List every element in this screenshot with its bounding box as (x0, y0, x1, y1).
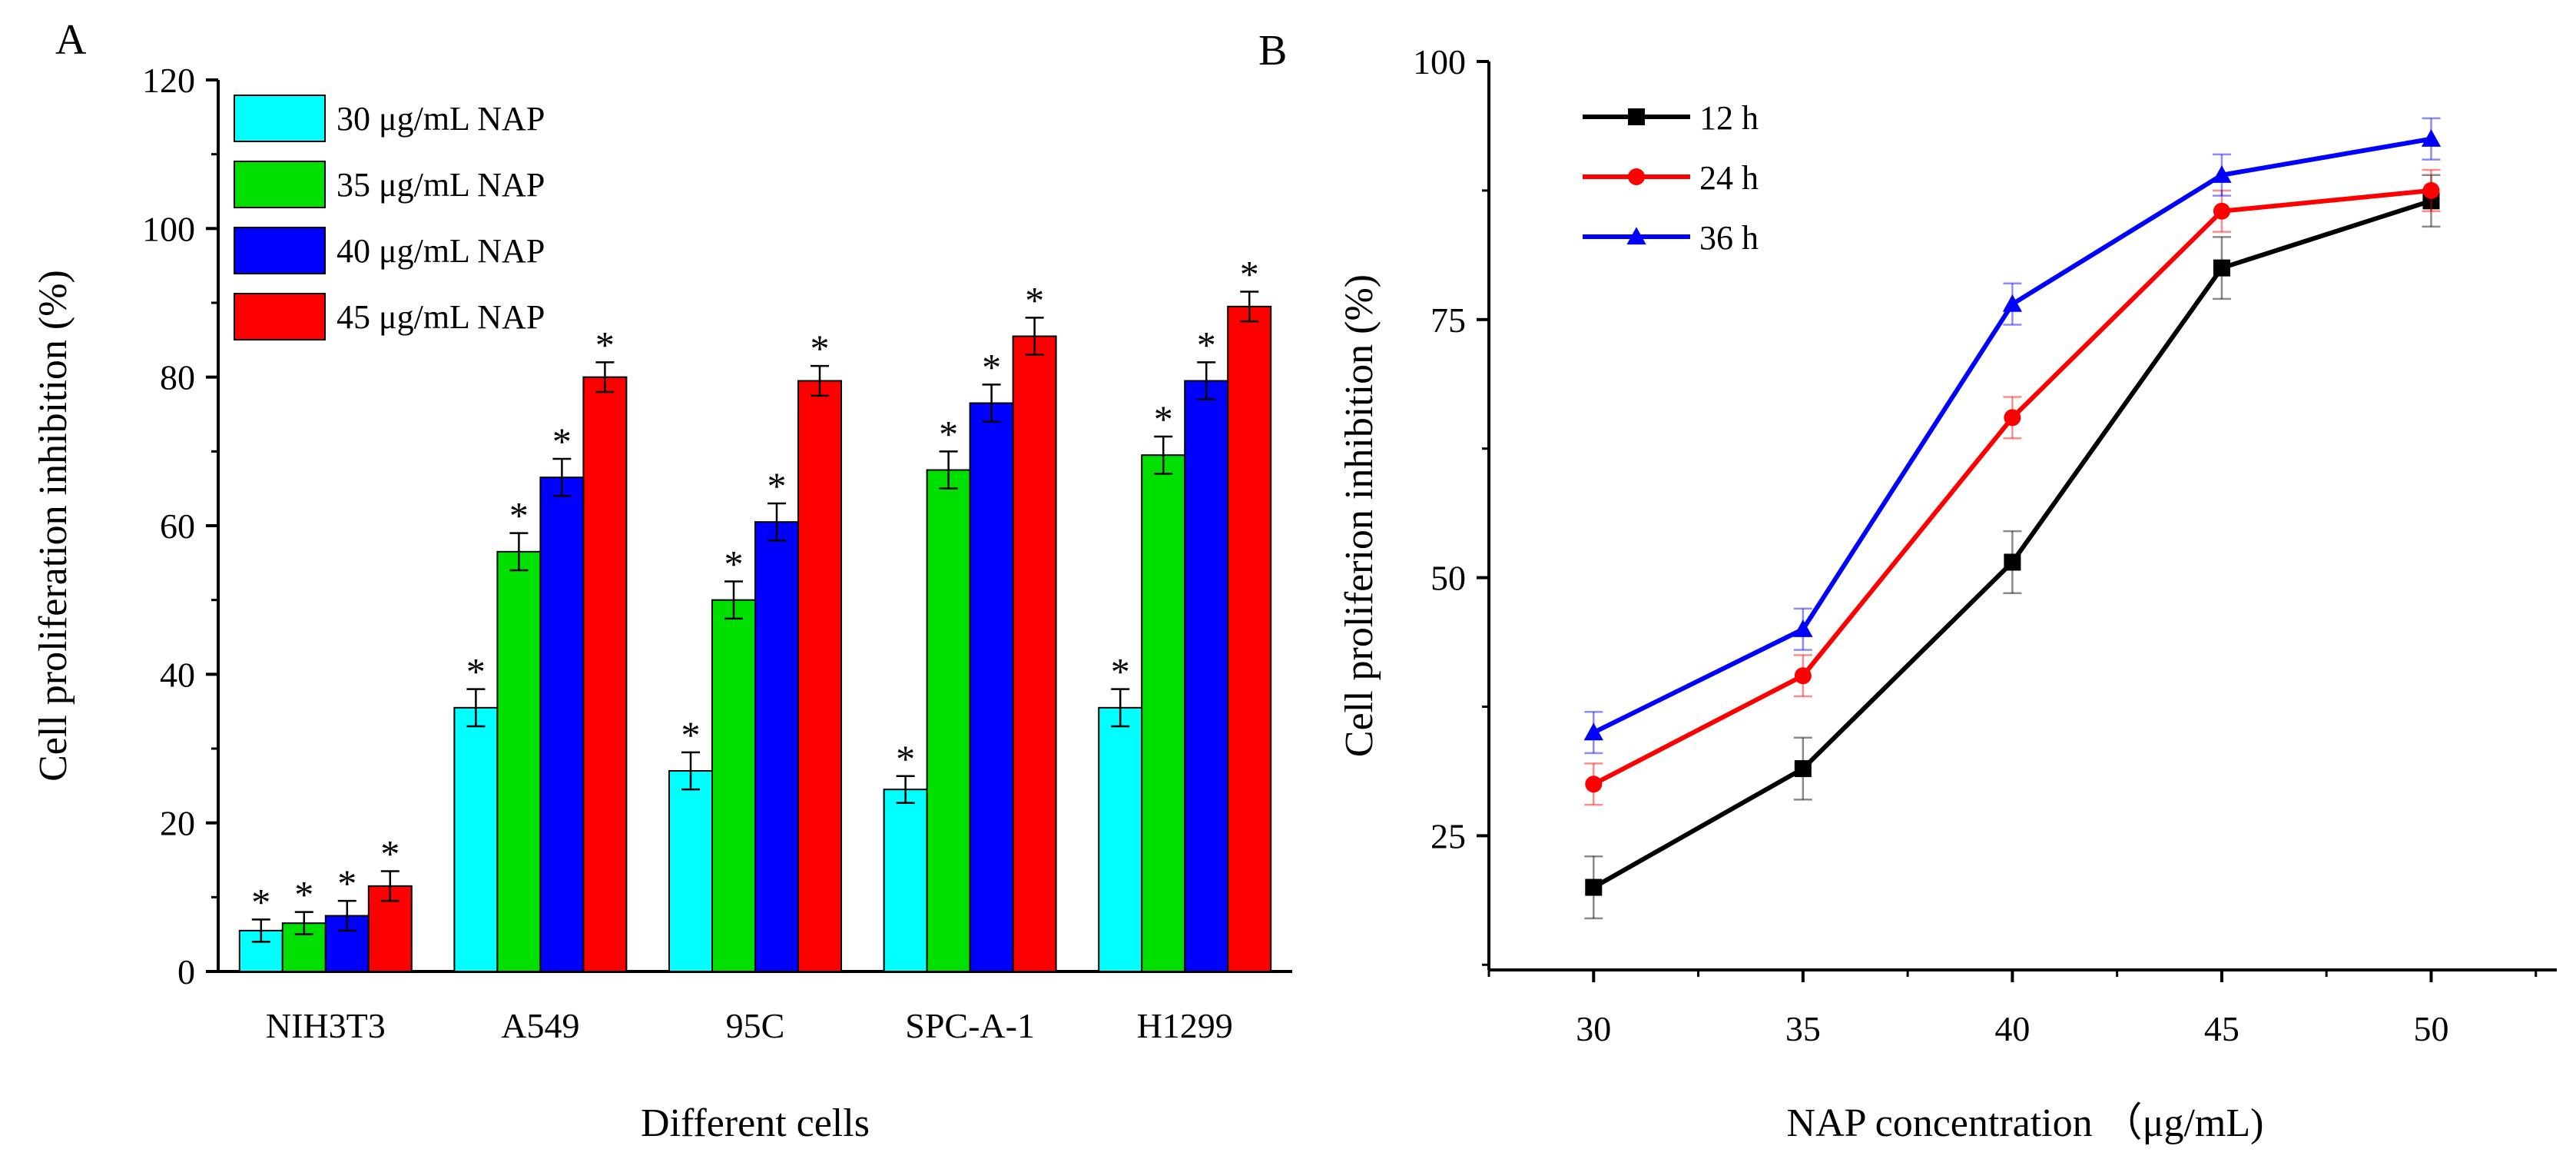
significance-star: * (1025, 278, 1044, 321)
bar (883, 789, 928, 972)
legend-label: 12 h (1699, 99, 1759, 137)
data-point-triangle (2002, 294, 2023, 312)
x-tick-label: H1299 (1137, 1006, 1233, 1045)
data-point-circle (2422, 181, 2440, 199)
y-axis-title: Cell proliferion inhibition (%) (1338, 274, 1381, 757)
significance-star: * (896, 737, 915, 780)
y-tick-label: 60 (160, 506, 195, 546)
data-point-circle (2004, 409, 2021, 427)
data-point-triangle (1793, 619, 1813, 637)
bar (1141, 454, 1186, 972)
panel-label-b: B (1258, 27, 1287, 75)
x-axis-title: Different cells (641, 1101, 870, 1145)
y-axis-title: Cell proliferation inhibition (%) (31, 270, 75, 782)
y-tick-label: 120 (142, 61, 195, 100)
x-axis-title: NAP concentration （μg/mL) (1787, 1101, 2264, 1145)
bar (711, 599, 756, 973)
significance-star: * (466, 650, 486, 693)
y-tick-label: 25 (1431, 816, 1466, 855)
significance-star: * (380, 832, 399, 875)
panel-label-a: A (55, 16, 87, 64)
bar (1012, 335, 1057, 972)
bar (754, 521, 799, 972)
legend-label: 30 μg/mL NAP (337, 100, 545, 138)
bar (539, 477, 585, 972)
bar (496, 550, 542, 972)
bar (1098, 706, 1143, 972)
legend-label: 24 h (1699, 159, 1759, 197)
data-point-square (2004, 553, 2021, 571)
significance-star: * (1154, 397, 1173, 440)
series-line (1592, 188, 2432, 786)
significance-star: * (509, 494, 529, 537)
significance-star: * (294, 873, 313, 916)
significance-star: * (724, 543, 744, 586)
legend-swatch (234, 95, 326, 142)
significance-star: * (251, 880, 270, 923)
legend-swatch (234, 161, 326, 208)
x-tick-label: 95C (726, 1006, 785, 1045)
x-tick-label: 45 (2204, 1009, 2239, 1048)
line-chart-panel-b: B 25 50 75 100 30 35 40 45 50 12 h 24 h 36 h NAP conc… (1258, 27, 2557, 1145)
bar (1227, 305, 1272, 973)
legend-swatch (234, 293, 326, 340)
legend-label: 45 μg/mL NAP (337, 298, 545, 336)
x-tick-label: SPC-A-1 (905, 1006, 1035, 1045)
significance-star: * (1240, 253, 1259, 296)
data-point-triangle (1583, 722, 1603, 741)
significance-star: * (1197, 323, 1216, 366)
data-point-circle (1794, 667, 1812, 685)
legend-label: 35 μg/mL NAP (337, 166, 545, 204)
bar (668, 770, 713, 972)
y-tick-label: 80 (160, 358, 195, 397)
data-point-square (1794, 760, 1812, 778)
y-tick-label: 75 (1431, 301, 1466, 340)
data-point-triangle (1626, 227, 1646, 245)
significance-star: * (982, 345, 1001, 388)
significance-star: * (1111, 650, 1130, 693)
x-tick-label: 30 (1576, 1009, 1611, 1048)
y-tick-label: 40 (160, 655, 195, 694)
data-point-circle (2213, 202, 2230, 220)
y-tick-label: 0 (177, 952, 195, 991)
y-tick-label: 50 (1431, 559, 1466, 598)
data-point-circle (1585, 775, 1603, 793)
x-tick-label: 50 (2413, 1009, 2448, 1048)
data-point-square (2213, 259, 2230, 277)
x-tick-label: 35 (1785, 1009, 1821, 1048)
bar (926, 469, 971, 972)
bar (969, 402, 1014, 972)
data-point-square (1585, 878, 1603, 896)
significance-star: * (767, 464, 787, 507)
significance-star: * (595, 323, 615, 366)
y-tick-label: 100 (1413, 42, 1466, 81)
legend-label: 40 μg/mL NAP (337, 232, 545, 270)
y-tick-label: 20 (160, 804, 195, 843)
bar (453, 706, 499, 972)
y-tick-label: 100 (142, 209, 195, 248)
significance-star: * (681, 713, 701, 756)
data-point-triangle (2421, 129, 2442, 147)
significance-star: * (552, 420, 572, 463)
data-point-square (1628, 108, 1645, 125)
bar (1184, 380, 1229, 972)
legend-swatch (234, 227, 326, 274)
bar (797, 380, 842, 972)
data-point-circle (1628, 168, 1645, 185)
significance-star: * (939, 412, 958, 455)
bar-chart-panel-a: A 0 20 40 60 80 100 120 * * * * NIH3T3 * * * * A549 * * * * 95… (31, 16, 1292, 1145)
x-tick-label: 40 (1994, 1009, 2030, 1048)
significance-star: * (337, 862, 356, 905)
legend-label: 36 h (1699, 219, 1759, 257)
bar (582, 376, 628, 972)
data-point-triangle (2212, 165, 2232, 183)
x-tick-label: NIH3T3 (266, 1006, 386, 1045)
significance-star: * (811, 327, 830, 370)
x-tick-label: A549 (501, 1006, 579, 1045)
